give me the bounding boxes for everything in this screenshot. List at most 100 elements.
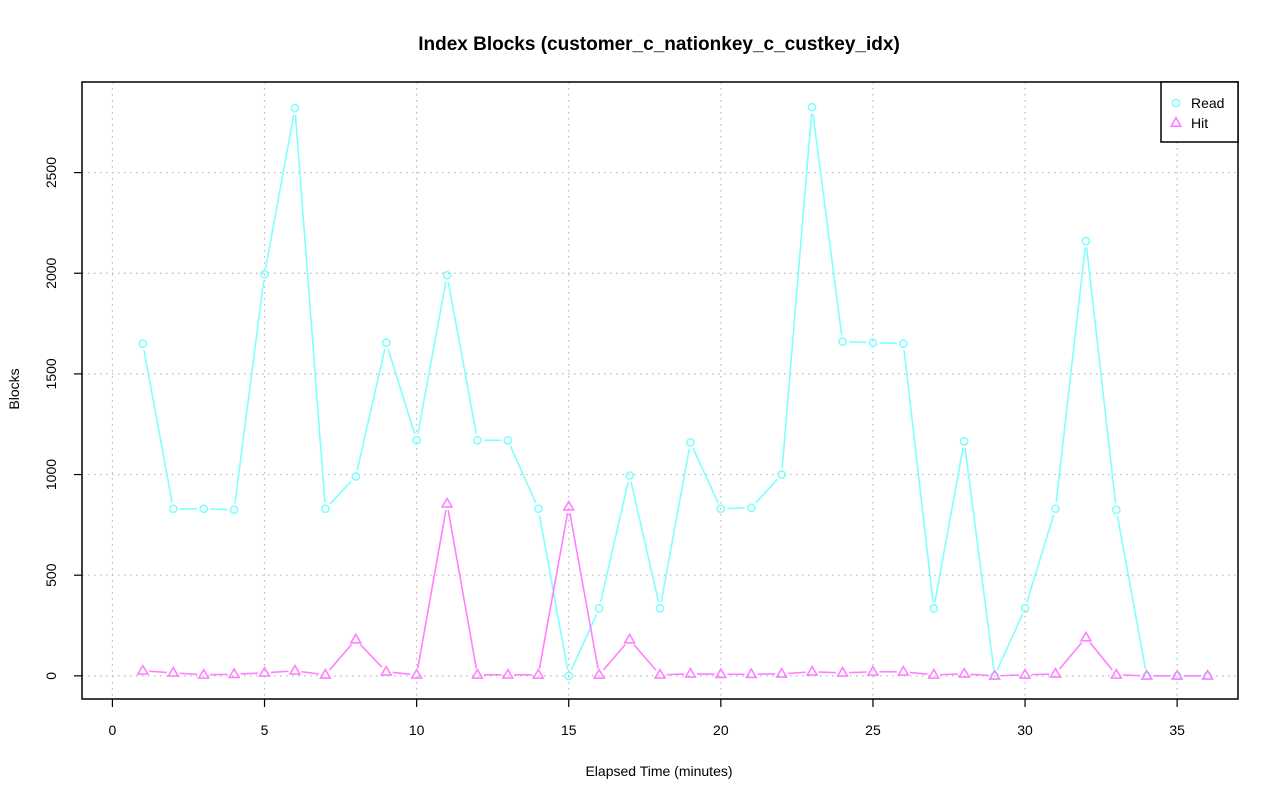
data-point (229, 505, 239, 515)
x-tick-label: 0 (109, 722, 117, 738)
legend-label: Hit (1191, 115, 1208, 131)
data-point (349, 632, 363, 644)
data-point (744, 667, 758, 679)
data-point (379, 665, 393, 676)
y-axis: 0 500 1000 1500 2000 2500 (43, 157, 82, 680)
series-segment (392, 671, 411, 675)
data-point (197, 668, 211, 679)
data-point (381, 338, 391, 348)
data-point (623, 632, 636, 644)
data-point (138, 339, 148, 349)
data-point (716, 504, 726, 514)
data-point (471, 668, 484, 679)
series-segment (149, 670, 167, 674)
legend: Read Hit (1160, 81, 1239, 143)
x-tick-label: 25 (865, 722, 881, 738)
x-tick-label: 35 (1169, 722, 1185, 738)
series-layer (136, 102, 1214, 681)
series-segment (633, 644, 657, 671)
series-segment (143, 349, 173, 503)
data-point (136, 664, 150, 675)
grid-layer (82, 82, 1238, 699)
data-point (1018, 668, 1032, 679)
series-segment (1089, 642, 1113, 671)
series-segment (660, 448, 691, 603)
series-segment (996, 614, 1024, 671)
series-segment (879, 342, 897, 345)
series-segment (569, 513, 599, 669)
data-point (440, 496, 454, 508)
series-hit (136, 496, 1214, 680)
legend-marker (1171, 98, 1181, 108)
data-point (866, 665, 880, 676)
data-point (288, 664, 302, 675)
data-point (592, 668, 606, 679)
series-segment (1085, 247, 1117, 504)
series-segment (818, 671, 837, 674)
data-point (1020, 604, 1030, 613)
data-point (503, 435, 513, 445)
series-segment (179, 672, 198, 676)
series-segment (1001, 674, 1019, 677)
data-point (898, 339, 908, 349)
data-point (227, 667, 241, 679)
data-point (653, 668, 667, 679)
series-segment (1059, 642, 1083, 670)
series-segment (848, 341, 867, 344)
x-axis-label: Elapsed Time (minutes) (585, 763, 732, 779)
data-point (1170, 669, 1184, 680)
series-segment (234, 280, 265, 504)
y-tick-label: 500 (43, 563, 59, 587)
series-segment (666, 673, 684, 676)
y-tick-label: 0 (43, 672, 59, 680)
data-point (746, 503, 756, 513)
series-segment (964, 447, 995, 670)
data-point (1140, 669, 1154, 680)
series-segment (934, 447, 964, 603)
legend-label: Read (1191, 95, 1224, 111)
series-read (138, 102, 1212, 681)
data-point (412, 435, 422, 445)
data-point (442, 270, 452, 280)
series-segment (387, 348, 416, 435)
data-point (1081, 236, 1091, 246)
data-point (199, 504, 209, 514)
series-segment (970, 673, 989, 677)
data-point (531, 668, 545, 679)
data-point (533, 504, 543, 514)
series-segment (447, 509, 478, 669)
data-point (957, 667, 971, 678)
data-point (655, 604, 665, 613)
series-segment (781, 113, 813, 469)
data-point (836, 666, 849, 677)
series-segment (264, 114, 295, 268)
series-segment (570, 614, 598, 671)
series-segment (599, 481, 629, 603)
series-segment (447, 281, 478, 435)
x-tick-label: 10 (409, 722, 425, 738)
data-point (410, 668, 423, 679)
series-segment (755, 478, 778, 504)
data-point (501, 668, 515, 679)
series-segment (538, 513, 569, 669)
data-point (868, 338, 878, 348)
data-point (807, 102, 817, 112)
series-segment (1122, 674, 1141, 677)
series-segment (359, 643, 383, 668)
series-segment (1031, 673, 1050, 676)
series-segment (630, 481, 660, 603)
data-point (927, 668, 941, 679)
data-point (929, 604, 939, 613)
plot-frame (81, 81, 1239, 700)
x-axis: 0 5 10 15 20 25 30 35 (109, 699, 1185, 738)
data-point (1051, 504, 1060, 514)
series-segment (903, 350, 934, 603)
data-point (562, 499, 576, 511)
series-segment (727, 507, 745, 510)
data-point (959, 436, 969, 446)
x-tick-label: 30 (1017, 722, 1033, 738)
series-segment (602, 644, 626, 671)
data-point (1079, 630, 1093, 642)
